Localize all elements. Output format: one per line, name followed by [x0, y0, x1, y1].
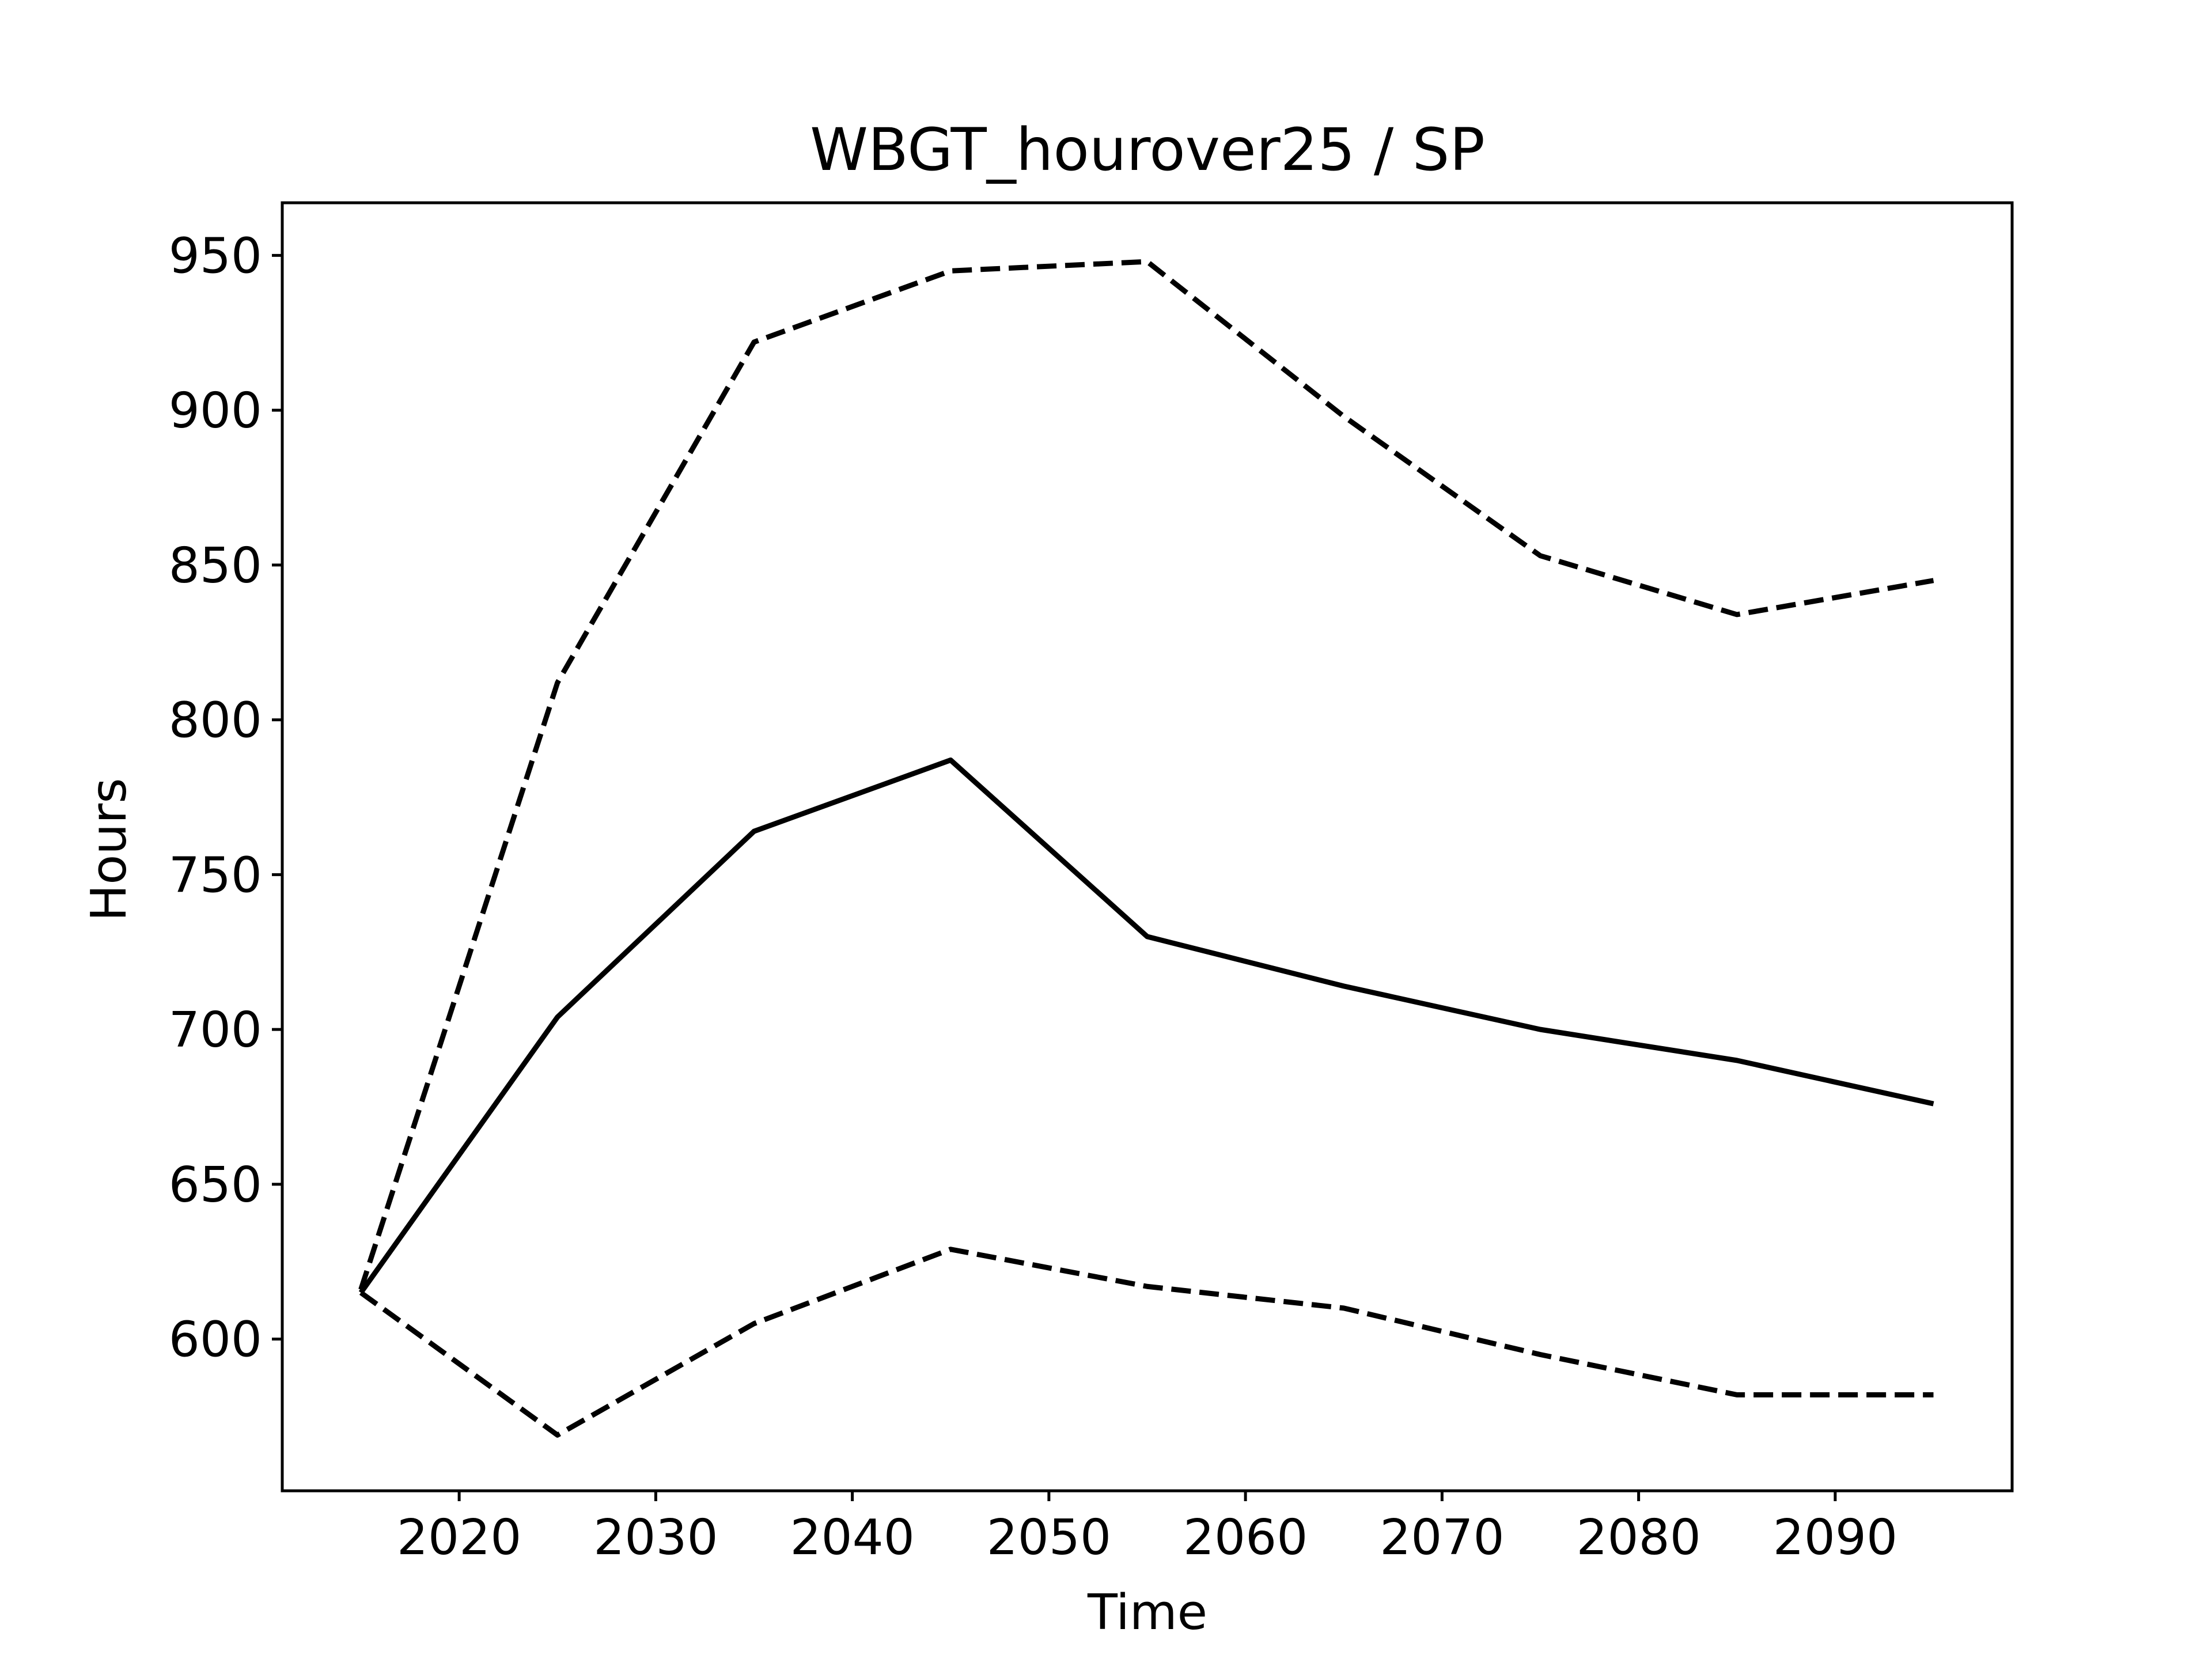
- chart-title: WBGT_hourover25 / SP: [810, 116, 1485, 184]
- y-tick-label: 750: [169, 847, 262, 904]
- x-tick-label: 2060: [1183, 1509, 1308, 1566]
- y-tick-label: 950: [169, 228, 262, 285]
- y-axis-title: Hours: [81, 778, 138, 921]
- y-tick-label: 600: [169, 1312, 262, 1369]
- x-tick-label: 2070: [1380, 1509, 1504, 1566]
- y-axis: 600 650 700 750 800 850 900 950: [169, 228, 282, 1369]
- x-axis: 2020 2030 2040 2050 2060 2070 2080 2090: [397, 1491, 1897, 1566]
- y-tick-label: 850: [169, 537, 262, 594]
- series-line-3: [359, 1247, 1934, 1438]
- x-tick-label: 2080: [1576, 1509, 1700, 1566]
- x-tick-label: 2050: [987, 1509, 1111, 1566]
- plot-frame: [281, 201, 2014, 1493]
- x-axis-title: Time: [1087, 1584, 1207, 1641]
- x-tick-label: 2090: [1773, 1509, 1897, 1566]
- y-tick-label: 650: [169, 1157, 262, 1214]
- y-tick-label: 700: [169, 1002, 262, 1059]
- y-tick-label: 800: [169, 692, 262, 749]
- series-layer: [358, 259, 1934, 1438]
- series-line-1: [358, 757, 1934, 1294]
- y-tick-label: 900: [169, 382, 262, 440]
- x-tick-label: 2040: [790, 1509, 914, 1566]
- series-line-2: [358, 259, 1934, 1291]
- x-tick-label: 2030: [593, 1509, 718, 1566]
- x-tick-label: 2020: [397, 1509, 521, 1566]
